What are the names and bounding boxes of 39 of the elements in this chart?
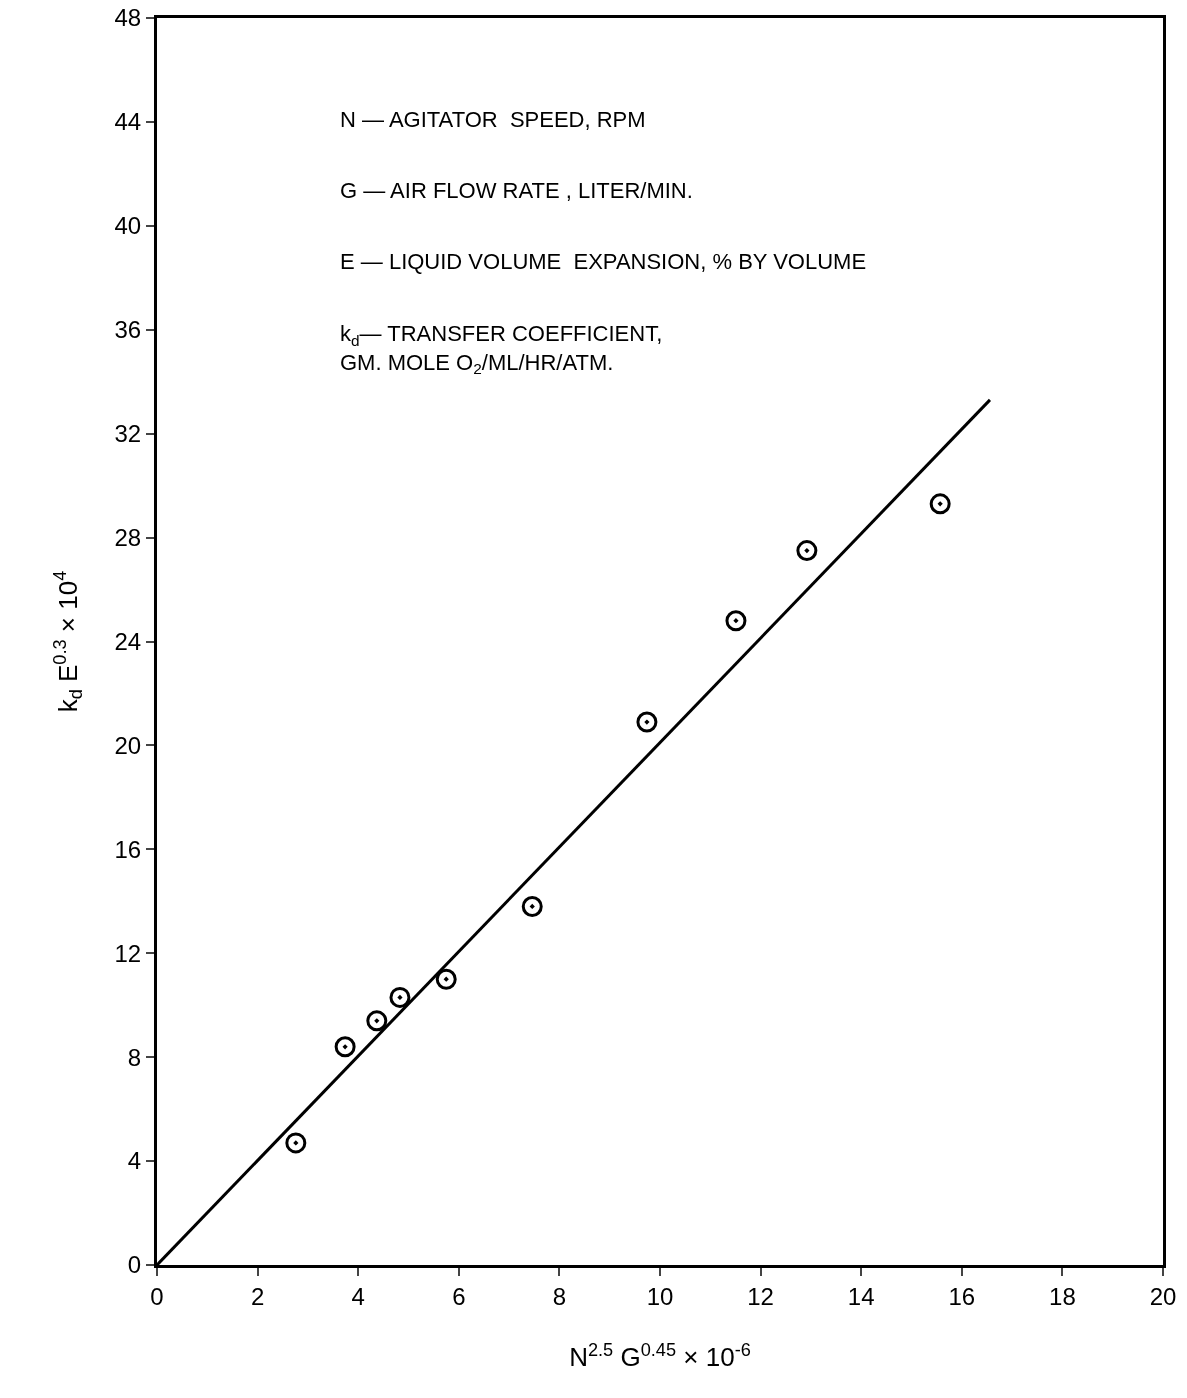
y-tick-label: 44 (114, 108, 142, 136)
y-tick-label: 24 (114, 627, 142, 655)
annotation: N — AGITATOR SPEED, RPM (340, 107, 646, 132)
point (725, 610, 747, 632)
point (796, 540, 818, 562)
x-tick-label: 12 (747, 1282, 774, 1310)
x-tick-label: 4 (351, 1282, 365, 1310)
x-tick-label: 0 (150, 1282, 164, 1310)
x-tick-label: 2 (250, 1282, 265, 1310)
point (334, 1036, 356, 1058)
y-tick-label: 36 (114, 316, 142, 344)
point (435, 968, 457, 990)
y-tick-label: 28 (114, 523, 142, 551)
point (636, 711, 658, 733)
y-tick-label: 8 (127, 1043, 142, 1071)
y-tick-label: 0 (127, 1251, 142, 1279)
x-tick-label: 6 (452, 1282, 466, 1310)
point (389, 986, 411, 1008)
y-tick-label: 32 (114, 420, 142, 448)
y-tick-label: 12 (114, 939, 142, 967)
point (285, 1132, 307, 1154)
annotation: G — AIR FLOW RATE , LITER/MIN. (340, 178, 693, 203)
x-tick-label: 14 (847, 1282, 875, 1310)
y-tick-label: 20 (114, 731, 142, 759)
x-tick-label: 16 (948, 1282, 976, 1310)
x-axis-title: N$^{2.5}$ G$^{0.45}$ × 10$^{-6}$ (569, 1339, 751, 1373)
annotation: k$_{d}$— TRANSFER COEFFICIENT, GM. MOLE O$_{2}$/ML/HR/ATM. (340, 321, 663, 378)
annotation: E — LIQUID VOLUME EXPANSION, % BY VOLUME (340, 249, 867, 274)
x-tick-label: 10 (646, 1282, 674, 1310)
x-tick-label: 8 (552, 1282, 567, 1310)
y-tick-label: 48 (114, 4, 142, 32)
y-tick-label: 16 (114, 835, 142, 863)
point (366, 1010, 388, 1032)
point (521, 895, 543, 917)
point (929, 493, 951, 515)
x-tick-label: 20 (1149, 1282, 1177, 1310)
y-tick-label: 40 (114, 212, 142, 240)
x-tick-label: 18 (1049, 1282, 1076, 1310)
y-tick-label: 4 (127, 1147, 142, 1175)
